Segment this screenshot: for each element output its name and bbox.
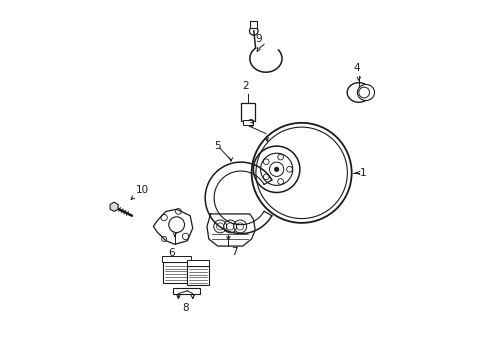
Bar: [250, 21, 257, 28]
Text: 8: 8: [182, 303, 188, 313]
Bar: [173, 288, 200, 294]
Polygon shape: [110, 202, 118, 211]
Text: 3: 3: [246, 118, 253, 129]
Text: 6: 6: [168, 248, 175, 258]
Bar: [186, 260, 209, 266]
Ellipse shape: [357, 85, 374, 100]
Text: 10: 10: [135, 185, 148, 195]
Bar: [243, 120, 252, 125]
Bar: [187, 266, 208, 285]
Circle shape: [274, 167, 278, 171]
Bar: [163, 262, 189, 283]
Bar: [241, 103, 254, 121]
Text: 4: 4: [353, 63, 360, 73]
Text: 1: 1: [359, 168, 366, 178]
Ellipse shape: [346, 83, 370, 102]
Text: 7: 7: [231, 247, 238, 257]
Polygon shape: [153, 209, 192, 244]
Text: 2: 2: [242, 81, 248, 91]
Bar: [162, 256, 190, 262]
Text: 9: 9: [255, 33, 261, 44]
Text: 5: 5: [214, 141, 220, 151]
Ellipse shape: [358, 87, 369, 98]
